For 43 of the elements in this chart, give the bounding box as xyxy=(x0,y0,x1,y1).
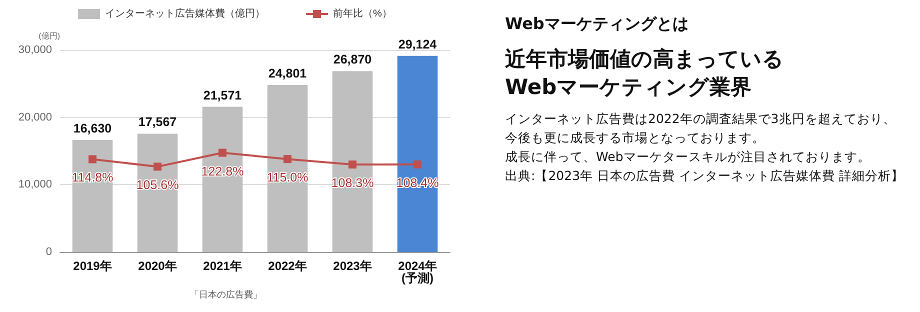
text: 成長に伴って、Webマーケタースキルが注目されております。 xyxy=(505,148,872,166)
data-label: 26,870 xyxy=(333,52,372,67)
x-tick-label: 2024年 (予測) xyxy=(398,259,437,285)
data-label: 122.8% xyxy=(201,164,244,178)
bar xyxy=(267,85,308,252)
point xyxy=(154,162,162,171)
data-label: 16,630 xyxy=(73,122,112,136)
text: 「日本の広告費」 xyxy=(190,290,262,300)
bar xyxy=(332,71,373,252)
bar xyxy=(397,56,438,252)
data-label: 21,571 xyxy=(203,88,242,102)
source-note: 出典:【2023年 日本の広告費 インターネット広告媒体費 詳細分析】 xyxy=(505,167,905,185)
data-label: 29,124 xyxy=(398,37,437,52)
x-tick-label: 2020年 xyxy=(138,259,177,273)
bar xyxy=(72,140,113,252)
x-tick-label: 2022年 xyxy=(268,259,307,273)
x-tick-label: 2021年 xyxy=(203,259,242,273)
y-tick-label: 20,000 xyxy=(18,111,52,124)
legend-label: インターネット広告媒体費（億円） xyxy=(105,8,266,20)
y-axis-title: (億円) xyxy=(38,32,60,40)
data-label: 115.0% xyxy=(266,170,308,185)
y-tick-label: 10,000 xyxy=(18,178,52,191)
legend-label: 前年比（%） xyxy=(333,8,392,20)
y-tick-label: 0 xyxy=(46,246,52,258)
data-label: 24,801 xyxy=(268,66,307,81)
bar xyxy=(137,134,178,252)
data-label: 114.8% xyxy=(72,170,114,185)
point xyxy=(88,155,96,164)
data-label: 108.3% xyxy=(331,176,374,190)
data-label: 17,567 xyxy=(138,115,177,130)
text: 近年市場価値の高まっているWebマーケティング業界 xyxy=(505,46,785,101)
bar xyxy=(202,106,243,252)
text: Webマーケティングとは xyxy=(505,14,690,35)
text: インターネット広告費は2022年の調査結果で3兆円を超えており、 xyxy=(505,110,897,128)
point xyxy=(284,155,292,164)
y-tick-label: 30,000 xyxy=(18,44,52,56)
text: 今後も更に成長する市場となっております。 xyxy=(505,129,766,147)
point xyxy=(414,160,422,168)
point xyxy=(348,160,356,168)
x-tick-label: 2023年 xyxy=(333,259,372,273)
x-tick-label: 2019年 xyxy=(73,259,112,273)
point xyxy=(218,148,226,157)
data-label: 105.6% xyxy=(136,178,179,192)
